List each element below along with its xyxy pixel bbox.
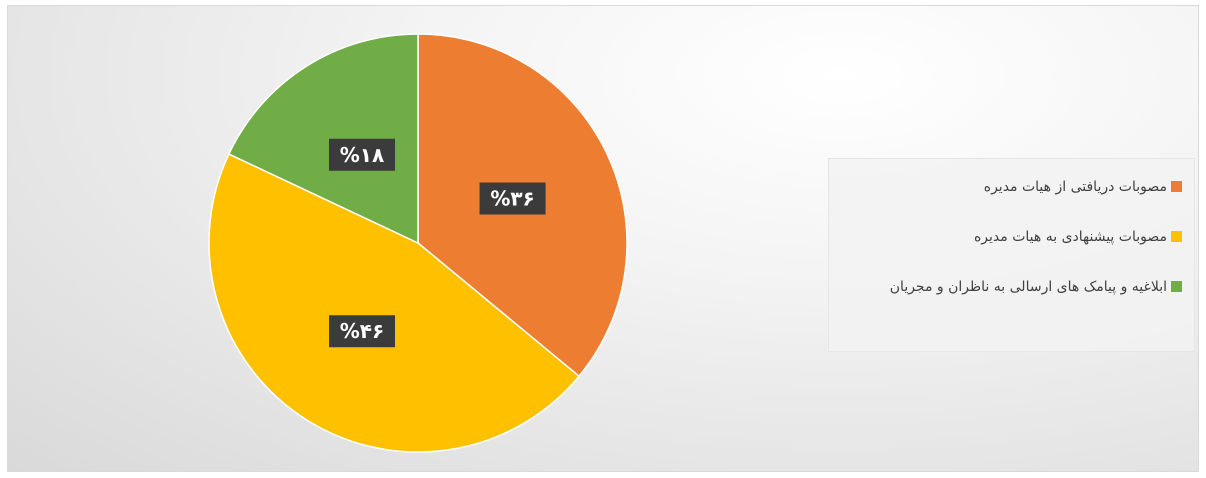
pie-slice	[227, 33, 419, 245]
legend-entry: ابلاغیه و پیامک های ارسالی به ناظران و م…	[841, 277, 1182, 297]
legend-swatch	[1171, 281, 1182, 292]
legend-entry: مصوبات دریافتی از هیات مدیره	[841, 177, 1182, 197]
data-label-box	[329, 315, 396, 348]
legend: مصوبات دریافتی از هیات مدیره مصوبات پیشنه…	[828, 158, 1195, 352]
legend-label: ابلاغیه و پیامک های ارسالی به ناظران و م…	[889, 279, 1167, 295]
legend-label: مصوبات پیشنهادی به هیات مدیره	[973, 229, 1167, 245]
data-label: %۳۶	[490, 187, 534, 211]
pie-slice	[208, 153, 581, 453]
legend-swatch	[1171, 231, 1182, 242]
data-label: %۱۸	[340, 143, 384, 167]
data-label-box	[329, 138, 396, 171]
legend-entry: مصوبات پیشنهادی به هیات مدیره	[841, 227, 1182, 247]
legend-label: مصوبات دریافتی از هیات مدیره	[983, 179, 1167, 195]
legend-swatch	[1171, 181, 1182, 192]
data-label-box	[479, 182, 546, 215]
data-label: %۴۶	[340, 319, 384, 343]
